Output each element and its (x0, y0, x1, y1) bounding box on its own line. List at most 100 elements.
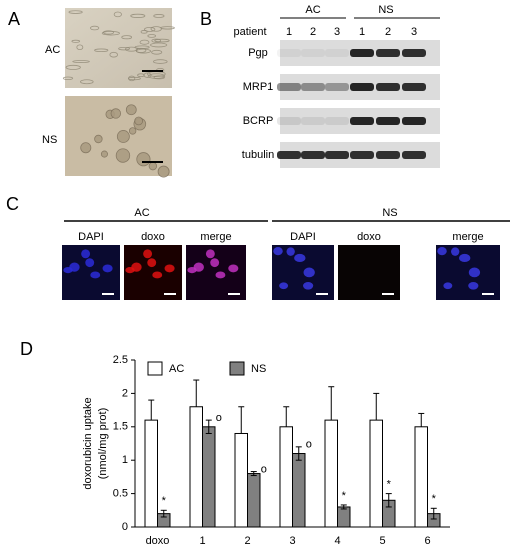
y-tick-label: 0.5 (113, 488, 128, 500)
band-label: tubulin (242, 149, 274, 161)
nucleus (85, 258, 95, 268)
cell (147, 73, 166, 79)
lane-label: 1 (286, 26, 292, 38)
micrograph (338, 245, 400, 300)
blots: 1 2 3 1 2 3 Pgp MRP1 BCRP tubulin (242, 26, 440, 168)
channel-label: DAPI (78, 231, 104, 243)
band (301, 83, 325, 91)
cell (150, 26, 162, 32)
significance-mark: o (306, 439, 312, 451)
cell (62, 76, 74, 81)
y-axis-label: doxorubicin uptake (82, 397, 94, 489)
nucleus (102, 264, 113, 273)
band-label: MRP1 (243, 81, 274, 93)
row-label: AC (45, 44, 60, 56)
cell (139, 39, 150, 45)
panel-label: C (6, 194, 19, 214)
lane-label: 2 (385, 26, 391, 38)
nucleus (205, 249, 215, 259)
nucleus (210, 258, 220, 268)
sphere (136, 152, 151, 167)
x-tick-label: 1 (199, 535, 205, 547)
nucleus (143, 249, 153, 259)
nucleus (164, 264, 175, 273)
band (402, 151, 426, 159)
band (277, 83, 301, 91)
band (325, 49, 349, 57)
nucleus (303, 282, 314, 290)
sphere (125, 104, 137, 116)
cell (121, 35, 133, 40)
significance-mark: * (162, 495, 167, 507)
band (301, 151, 325, 159)
lane-label: 1 (359, 26, 365, 38)
cell (153, 59, 168, 64)
nucleus (215, 271, 226, 279)
x-tick-label: 5 (379, 535, 385, 547)
y-tick-label: 1.5 (113, 421, 128, 433)
band (277, 151, 301, 159)
micrograph (436, 245, 500, 300)
cells (62, 10, 175, 178)
x-tick-label: 2 (244, 535, 250, 547)
cell (65, 64, 81, 70)
x-tick-label: 4 (334, 535, 340, 547)
bar (189, 406, 203, 528)
cell (118, 46, 130, 51)
band (402, 49, 426, 57)
nucleus (273, 247, 283, 256)
cell (113, 11, 122, 18)
bar (279, 426, 293, 528)
bar (292, 453, 306, 528)
sphere (128, 127, 137, 135)
cell (71, 39, 81, 43)
band (325, 151, 349, 159)
channel-label: doxo (141, 231, 165, 243)
nucleus (193, 262, 204, 272)
bar (414, 426, 428, 528)
bar (324, 419, 338, 528)
group-label: NS (382, 207, 397, 219)
sphere (148, 161, 158, 171)
nucleus (152, 271, 163, 279)
cell (76, 44, 84, 50)
band (376, 151, 400, 159)
sphere (116, 130, 130, 143)
panel-label: D (20, 339, 33, 359)
channel-label: merge (452, 231, 483, 243)
sphere (80, 142, 92, 154)
cell (154, 38, 170, 43)
nucleus (303, 267, 315, 278)
nucleus (459, 253, 471, 263)
cell (137, 73, 145, 78)
cell (151, 38, 162, 43)
legend-swatch (229, 361, 245, 376)
band (350, 117, 374, 125)
row-header: patient (233, 26, 266, 38)
nucleus (286, 247, 295, 256)
cell (153, 14, 165, 18)
sphere (100, 150, 108, 158)
sphere (110, 108, 121, 119)
channel-label: DAPI (290, 231, 316, 243)
cell (130, 13, 146, 18)
bar-chart: 0 0.5 1 1.5 2 2.5 doxorubicin uptake (nmol/mg p… (82, 354, 450, 547)
cell (128, 75, 136, 82)
x-tick-label: 3 (289, 535, 295, 547)
cell (140, 30, 148, 34)
significance-mark: o (216, 412, 222, 424)
nucleus (228, 264, 239, 273)
nucleus (131, 262, 142, 272)
bar (337, 506, 351, 528)
sphere (94, 134, 103, 144)
band (376, 49, 400, 57)
group-label: NS (378, 4, 393, 16)
sphere (157, 165, 170, 178)
band (277, 49, 301, 57)
band-label: BCRP (243, 115, 274, 127)
band (402, 117, 426, 125)
panel-label: B (200, 9, 212, 29)
significance-mark: o (261, 463, 267, 475)
significance-mark: * (432, 493, 437, 505)
